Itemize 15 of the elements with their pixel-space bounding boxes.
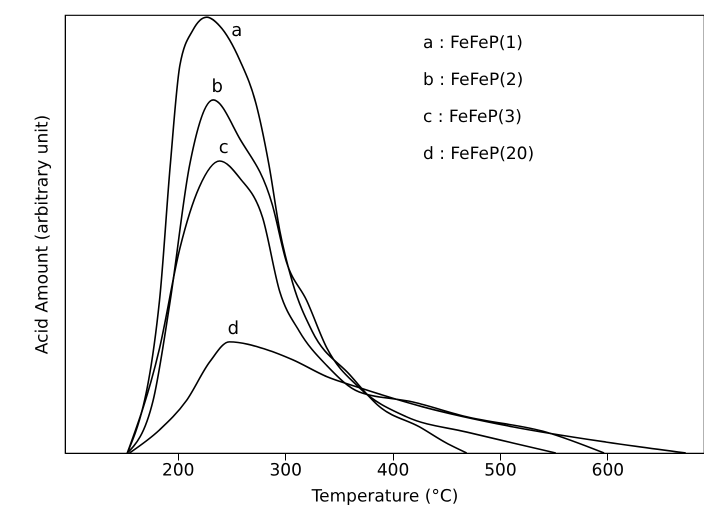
x-axis-title: Temperature (°C) xyxy=(310,486,458,506)
x-tick-label: 600 xyxy=(592,460,624,480)
y-axis-title: Acid Amount (arbitrary unit) xyxy=(32,114,52,354)
x-tick-label: 500 xyxy=(484,460,517,480)
x-tick-label: 300 xyxy=(269,460,302,480)
series-label: d xyxy=(228,318,240,339)
x-tick-label: 200 xyxy=(162,460,194,480)
series-label: c xyxy=(218,137,229,158)
series-label: a xyxy=(231,20,242,42)
annotation: b : FeFeP(2) xyxy=(423,70,524,90)
x-tick-label: 400 xyxy=(376,460,410,480)
annotation: c : FeFeP(3) xyxy=(423,107,522,127)
annotation: a : FeFeP(1) xyxy=(423,33,523,53)
series-label: b xyxy=(211,76,223,97)
annotation: d : FeFeP(20) xyxy=(423,144,534,164)
